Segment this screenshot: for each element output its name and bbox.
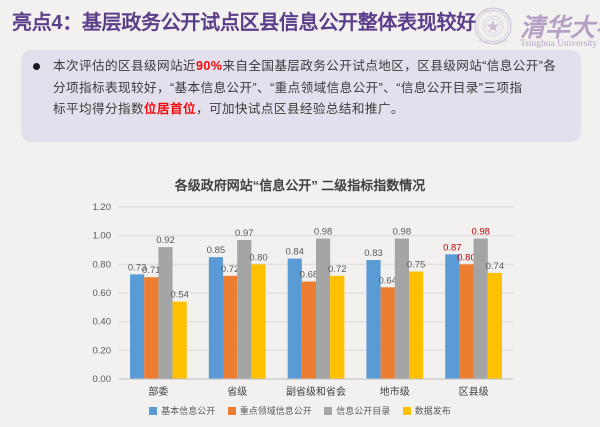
svg-text:0.68: 0.68	[300, 270, 319, 281]
svg-text:副省级和省会: 副省级和省会	[286, 385, 346, 398]
svg-text:0.83: 0.83	[364, 248, 383, 259]
svg-text:0.98: 0.98	[393, 227, 412, 238]
svg-text:省级: 省级	[227, 385, 247, 398]
svg-text:0.72: 0.72	[221, 264, 240, 275]
svg-text:部委: 部委	[148, 385, 168, 398]
svg-text:0.75: 0.75	[407, 260, 426, 271]
svg-text:0.92: 0.92	[156, 235, 175, 246]
svg-text:0.71: 0.71	[142, 265, 161, 276]
svg-text:0.80: 0.80	[457, 252, 476, 263]
svg-text:地市级: 地市级	[380, 385, 410, 398]
svg-text:0.97: 0.97	[235, 228, 254, 239]
svg-text:0.00: 0.00	[93, 374, 112, 385]
svg-text:0.98: 0.98	[471, 227, 490, 238]
svg-text:0.40: 0.40	[93, 317, 112, 328]
svg-text:0.74: 0.74	[486, 261, 505, 272]
svg-text:区县级: 区县级	[459, 386, 489, 398]
svg-text:0.80: 0.80	[249, 252, 268, 263]
svg-text:0.98: 0.98	[314, 227, 333, 238]
svg-text:0.72: 0.72	[328, 264, 347, 275]
svg-text:0.20: 0.20	[93, 345, 112, 356]
svg-text:0.60: 0.60	[93, 288, 112, 299]
svg-text:0.64: 0.64	[378, 275, 397, 286]
svg-text:1.00: 1.00	[93, 231, 112, 242]
svg-text:0.84: 0.84	[285, 247, 304, 258]
svg-text:0.54: 0.54	[170, 290, 189, 301]
svg-text:0.85: 0.85	[207, 245, 226, 256]
svg-text:0.80: 0.80	[93, 259, 112, 270]
svg-text:1.20: 1.20	[93, 202, 112, 213]
